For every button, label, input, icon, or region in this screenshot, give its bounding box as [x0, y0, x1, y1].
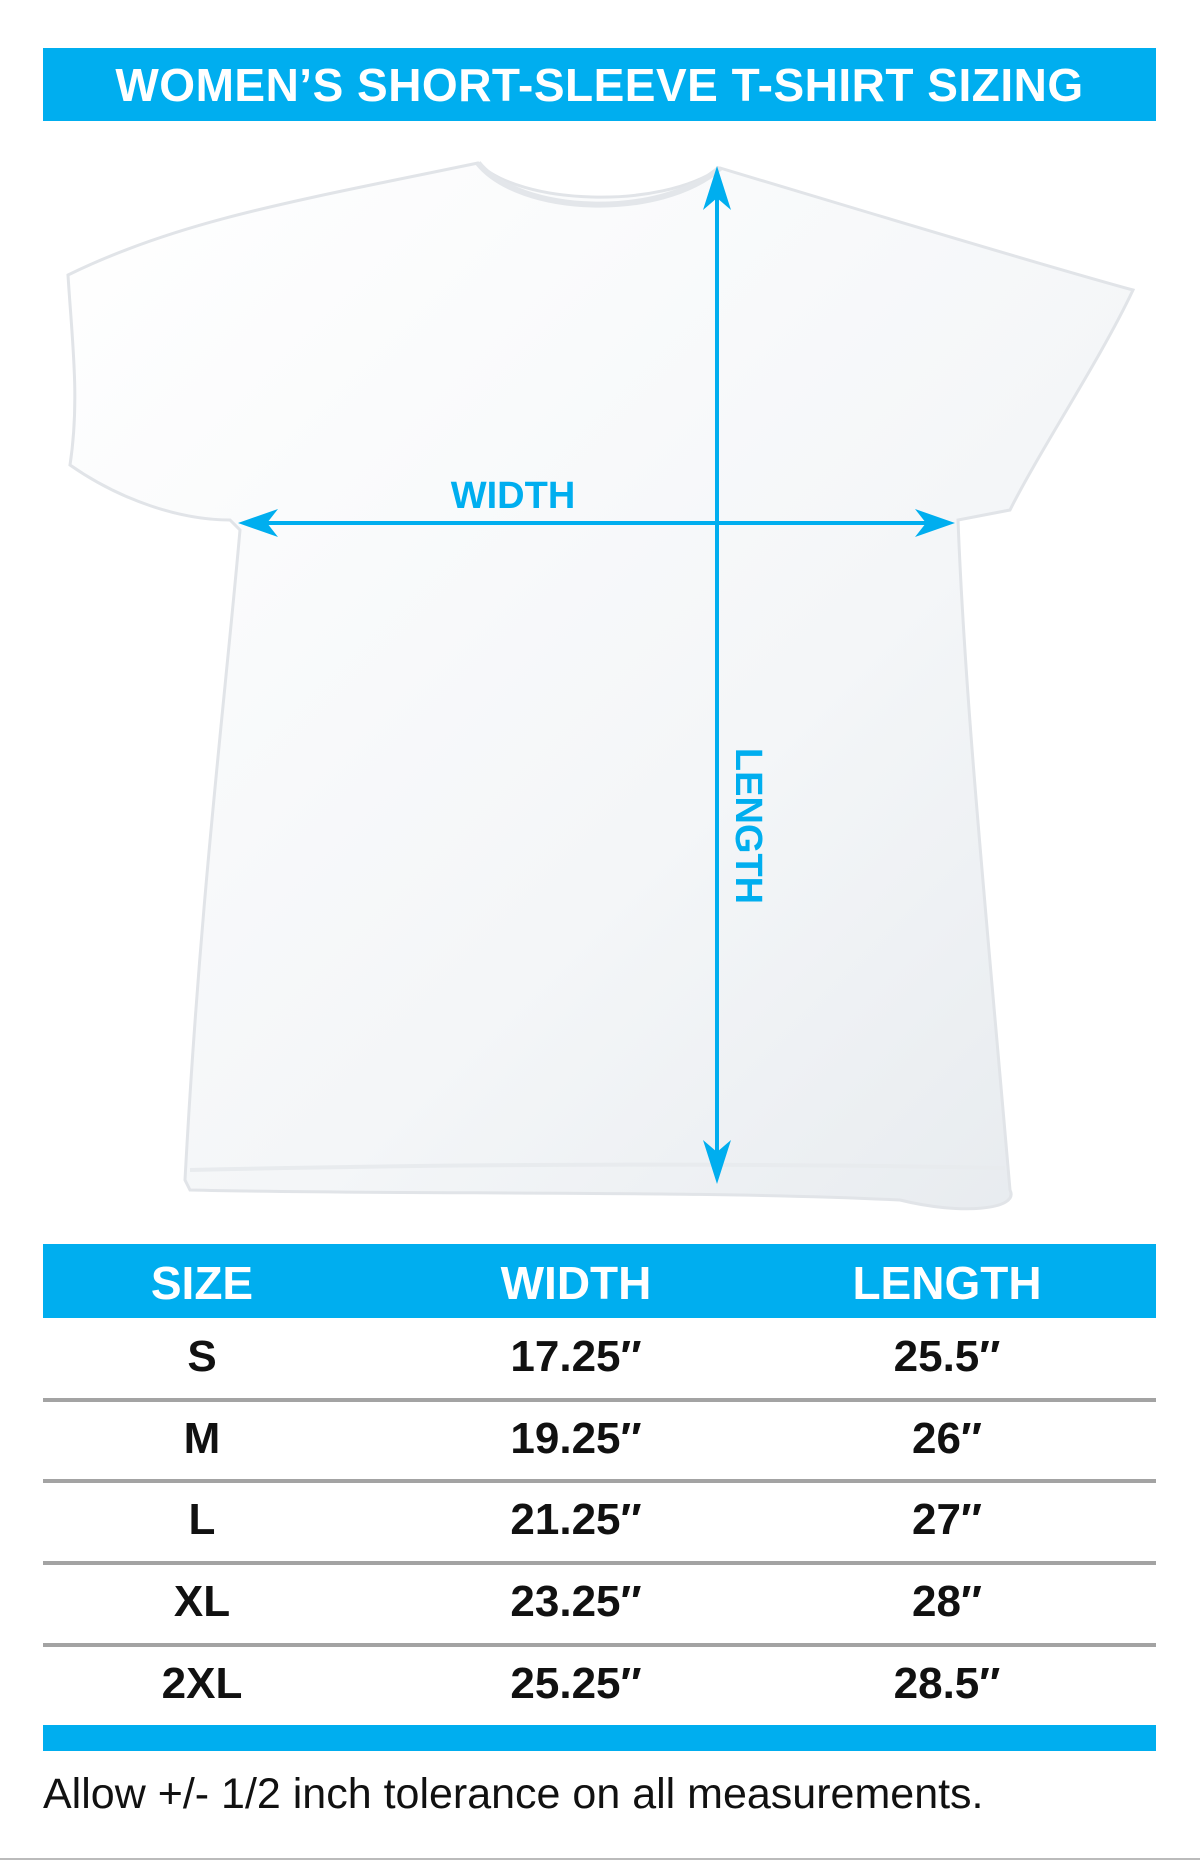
length-cell: 28″ [911, 1577, 983, 1626]
table-row: 2XL 25.25″ 28.5″ [43, 1645, 1156, 1727]
table-row: L 21.25″ 27″ [43, 1481, 1156, 1563]
size-cell: S [187, 1332, 217, 1381]
width-label: WIDTH [451, 475, 576, 517]
header-length: LENGTH [852, 1257, 1042, 1309]
width-cell: 19.25″ [510, 1414, 642, 1463]
arrowhead-up-icon [703, 166, 731, 210]
row-divider [43, 1398, 1156, 1402]
size-cell: 2XL [161, 1659, 243, 1708]
row-divider [43, 1561, 1156, 1565]
length-cell: 27″ [911, 1495, 983, 1544]
size-table-header: SIZE WIDTH LENGTH [43, 1244, 1156, 1318]
tshirt-diagram: WIDTH LENGTH [66, 161, 1136, 1211]
title-banner: WOMEN’S SHORT-SLEEVE T-SHIRT SIZING [43, 48, 1156, 121]
width-cell: 25.25″ [510, 1659, 642, 1708]
header-size: SIZE [150, 1257, 254, 1309]
tolerance-note: Allow +/- 1/2 inch tolerance on all meas… [43, 1770, 984, 1818]
arrowhead-down-icon [703, 1140, 731, 1184]
row-divider [43, 1479, 1156, 1483]
table-row: M 19.25″ 26″ [43, 1400, 1156, 1482]
width-cell: 17.25″ [510, 1332, 642, 1381]
tshirt-image [66, 161, 1136, 1211]
length-cell: 28.5″ [893, 1659, 1001, 1708]
table-row: XL 23.25″ 28″ [43, 1563, 1156, 1645]
size-cell: L [188, 1495, 216, 1544]
length-cell: 25.5″ [893, 1332, 1001, 1381]
width-cell: 21.25″ [510, 1495, 642, 1544]
arrowhead-left-icon [238, 509, 278, 537]
length-cell: 26″ [911, 1414, 983, 1463]
row-divider [43, 1643, 1156, 1647]
length-label: LENGTH [727, 748, 769, 904]
table-row: S 17.25″ 25.5″ [43, 1318, 1156, 1400]
size-cell: XL [173, 1577, 231, 1626]
width-cell: 23.25″ [510, 1577, 642, 1626]
header-width: WIDTH [500, 1257, 652, 1309]
size-cell: M [183, 1414, 221, 1463]
arrowhead-right-icon [915, 509, 955, 537]
bottom-divider [0, 1858, 1200, 1860]
bottom-accent-bar [43, 1725, 1156, 1751]
page-title: WOMEN’S SHORT-SLEEVE T-SHIRT SIZING [115, 58, 1084, 111]
